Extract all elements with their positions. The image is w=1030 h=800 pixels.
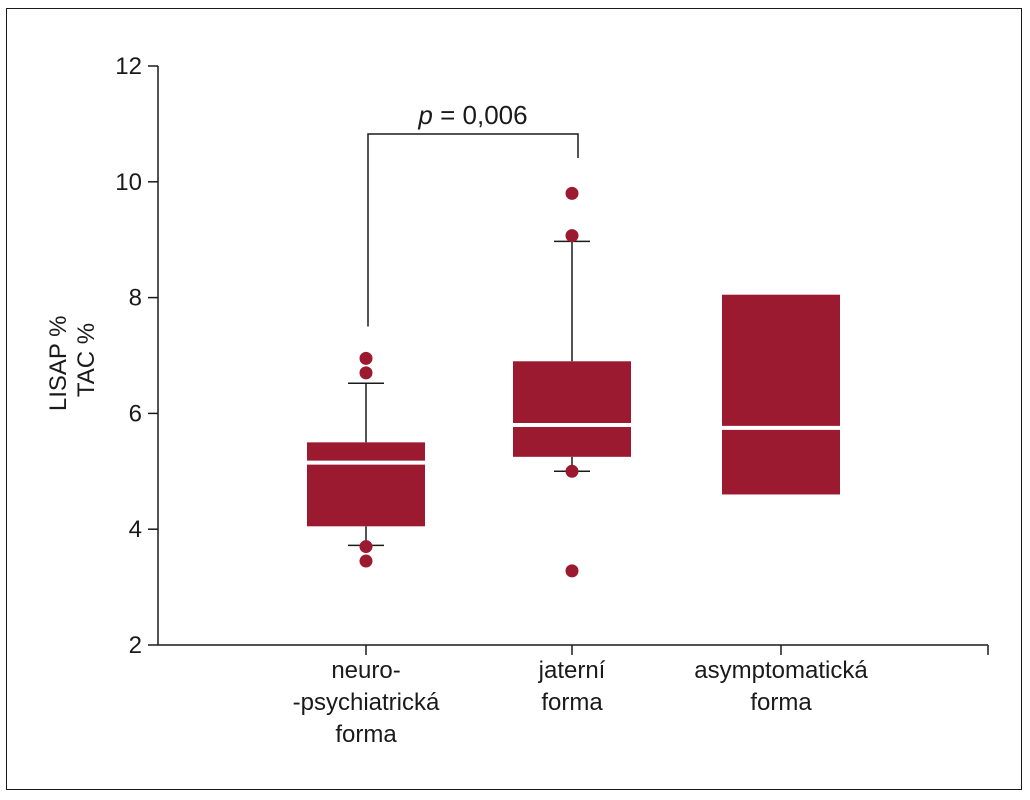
box-iqr [722,294,840,495]
category-label: forma [750,689,812,716]
y-tick-label: 10 [115,169,142,196]
y-axis: 2 4 6 8 10 12 [115,53,159,659]
outlier-point [565,229,579,243]
p-value-text: = 0,006 [433,100,528,130]
significance-bracket [367,133,579,327]
box-group [307,351,425,568]
boxes-layer [307,186,840,578]
outlier-point [359,351,373,365]
y-tick-label: 2 [129,632,142,659]
y-axis-label-line-2: TAC % [73,323,100,397]
category-label: forma [335,721,397,748]
significance-annotation: p = 0,006 [367,100,579,327]
outlier-point [565,464,579,478]
outlier-point [565,186,579,200]
outlier-point [359,554,373,568]
figure-frame [6,8,1022,790]
outlier-point [359,540,373,554]
y-tick-label: 6 [129,400,142,427]
y-tick-label: 8 [129,285,142,312]
category-label: forma [541,689,603,716]
p-symbol: p [417,100,432,130]
outlier-point [565,564,579,578]
category-label: jaterní [538,657,606,684]
category-label: -psychiatrická [293,689,440,716]
y-axis-label-line-1: LISAP % [45,316,72,412]
box-group [722,294,840,495]
box-group [513,186,631,578]
y-axis-label: LISAP % TAC % [45,309,100,411]
category-label: neuro- [331,657,400,684]
y-tick-label: 12 [115,53,142,80]
y-tick-label: 4 [129,516,142,543]
category-label: asymptomatická [694,657,868,684]
box-iqr [307,442,425,527]
x-axis: neuro- -psychiatrická forma jaterní forma asy… [158,644,989,748]
box-iqr [513,361,631,457]
p-value-label: p = 0,006 [417,100,527,130]
outlier-point [359,366,373,380]
